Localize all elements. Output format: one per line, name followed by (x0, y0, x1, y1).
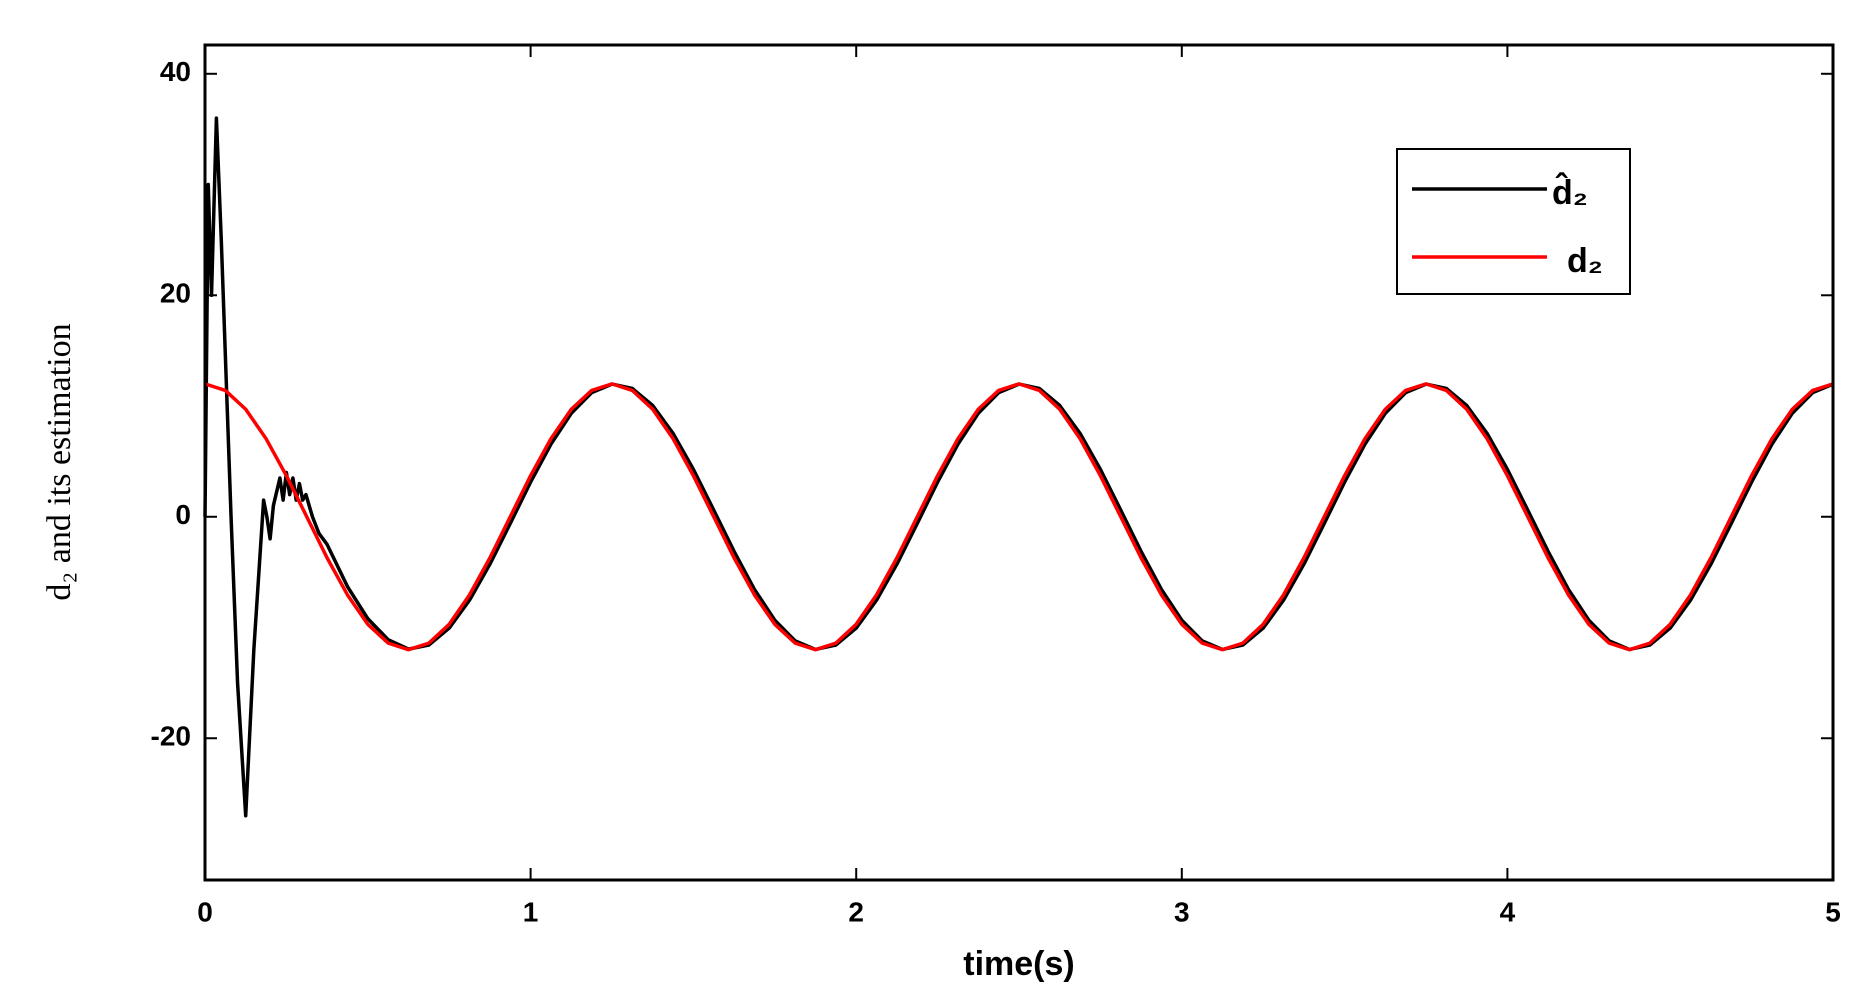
x-tick-label: 5 (1825, 896, 1841, 927)
legend-label: d̂₂ (1552, 173, 1588, 212)
x-tick-label: 4 (1500, 896, 1516, 927)
y-tick-label: -20 (151, 721, 191, 752)
y-tick-label: 0 (175, 499, 191, 530)
x-tick-label: 3 (1174, 896, 1190, 927)
plot-frame (203, 43, 1835, 882)
line-series (204, 382, 1834, 652)
x-axis-label: time(s) (963, 945, 1074, 983)
y-tick-label: 20 (160, 278, 191, 309)
legend-box (1396, 148, 1631, 295)
line-series (203, 116, 1834, 818)
x-tick-label: 0 (197, 896, 213, 927)
x-tick-label: 2 (848, 896, 864, 927)
legend-label: d₂ (1567, 242, 1603, 280)
y-tick-label: 40 (160, 56, 191, 87)
y-axis-label: d₂ and its estimation (41, 323, 78, 600)
x-tick-label: 1 (523, 896, 539, 927)
